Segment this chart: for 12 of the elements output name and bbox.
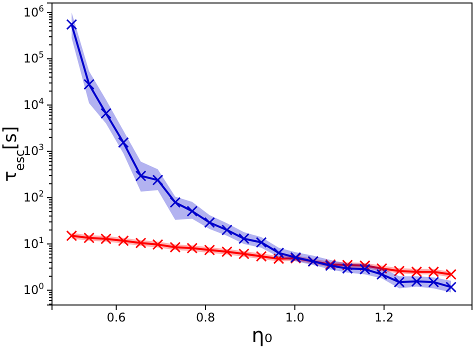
x-tick-label: 0.8 [196,310,216,325]
y-tick-label: 10$^{4}$ [23,96,44,112]
x-axis-title: η₀ [252,323,272,347]
x-tick-label: 0.6 [106,310,126,325]
y-tick-label: 10$^{5}$ [23,50,44,66]
y-tick-label: 10$^{6}$ [23,3,44,20]
y-tick-label: 10$^{2}$ [23,188,44,204]
x-tick-label: 1.0 [285,310,304,325]
x-tick-label: 1.2 [374,310,394,325]
y-tick-label: 10$^{0}$ [23,281,44,298]
y-tick-label: 10$^{3}$ [23,142,44,158]
y-tick-label: 10$^{1}$ [23,234,44,251]
